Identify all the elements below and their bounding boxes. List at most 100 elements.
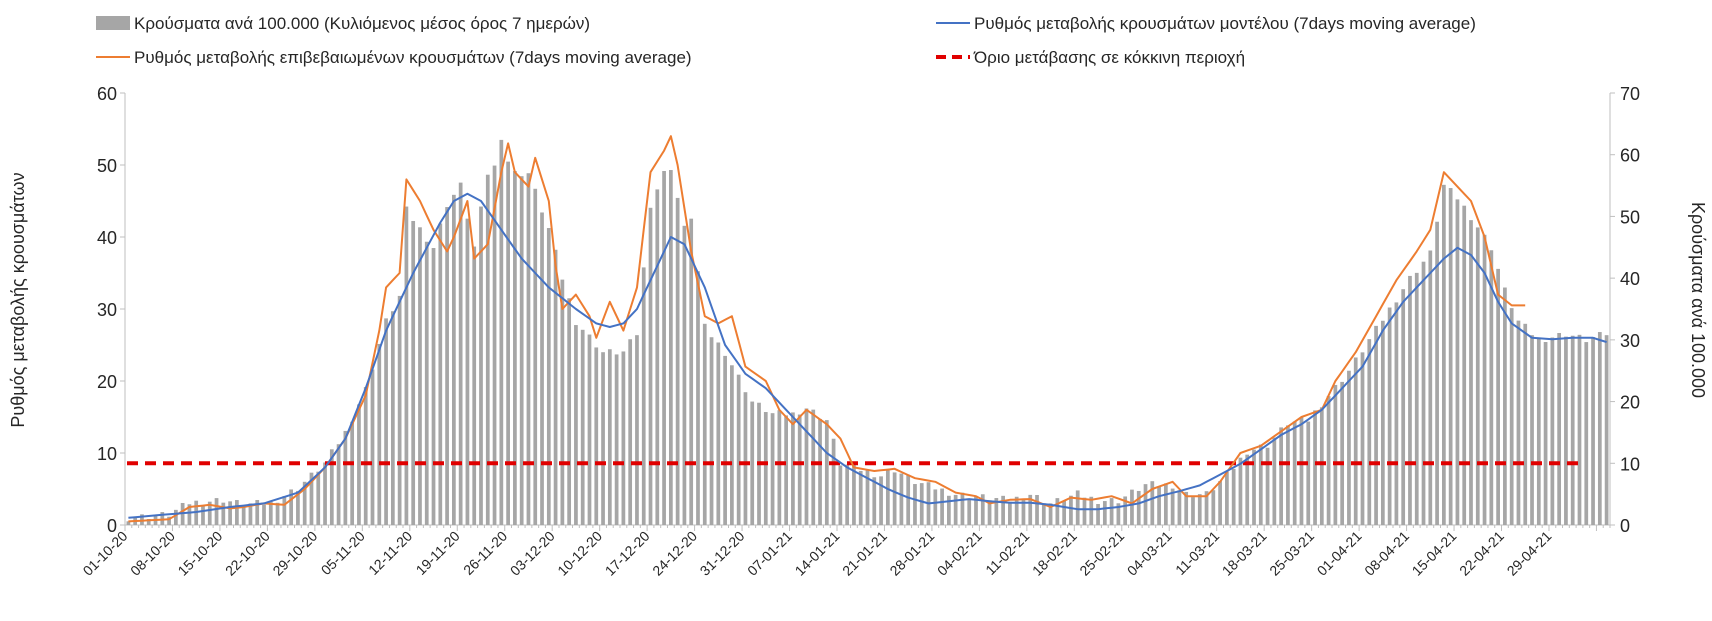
bar (994, 498, 999, 525)
confirmed-cases-line (128, 135, 1526, 523)
bar (397, 295, 402, 525)
bar (682, 225, 687, 525)
bar (1570, 335, 1575, 525)
line-series (128, 135, 1607, 523)
bar (750, 401, 755, 525)
bar (960, 492, 965, 525)
bar (553, 249, 558, 526)
bar (1503, 287, 1507, 525)
bar (309, 472, 314, 525)
bar (702, 323, 707, 525)
bar (662, 171, 666, 526)
bar (1184, 491, 1189, 525)
bar (479, 206, 483, 525)
bar (1258, 444, 1263, 525)
bar (852, 463, 856, 525)
legend-label-threshold: Όριο μετάβασης σε κόκκινη περιοχή (973, 48, 1245, 67)
bar (879, 476, 883, 525)
bar (696, 271, 700, 525)
bar (1116, 503, 1121, 525)
bar (506, 161, 510, 525)
bar (1218, 481, 1222, 525)
bar (824, 420, 829, 525)
legend: Κρούσματα ανά 100.000 (Κυλιόμενος μέσος … (96, 14, 1476, 67)
bar (513, 171, 517, 526)
bar (384, 318, 388, 525)
bar (1523, 323, 1528, 525)
bar (1557, 333, 1562, 525)
bar (1272, 437, 1277, 525)
bar (621, 351, 626, 525)
bar (730, 365, 734, 525)
bar (492, 165, 497, 526)
bar (1462, 205, 1467, 525)
y-right-tick-label: 0 (1620, 516, 1630, 536)
bar (967, 498, 972, 525)
bar (736, 374, 741, 525)
bar (1286, 425, 1290, 525)
bar (791, 412, 795, 525)
bar (628, 339, 633, 525)
bar (1319, 407, 1324, 525)
bar (1564, 336, 1568, 525)
bar (404, 206, 409, 525)
bar (282, 496, 287, 525)
y-right-tick-label: 30 (1620, 331, 1640, 351)
bar (933, 489, 938, 525)
bar (160, 512, 165, 525)
bar (655, 189, 660, 526)
bar (363, 387, 368, 525)
bar (763, 412, 768, 525)
bar (1306, 421, 1311, 525)
bar (953, 494, 958, 525)
bar (255, 500, 260, 525)
bar (472, 246, 477, 525)
bar (357, 404, 361, 525)
bar (1204, 491, 1209, 525)
bar (485, 174, 490, 525)
legend-label-model: Ρυθμός μεταβολής κρουσμάτων μοντέλου (7d… (974, 14, 1476, 33)
bar (1408, 275, 1412, 525)
bar (865, 470, 870, 525)
bar (248, 503, 253, 525)
bar (1442, 184, 1446, 525)
bar (343, 430, 348, 525)
y-right-tick-label: 50 (1620, 207, 1640, 227)
bar (574, 325, 578, 525)
bar (235, 500, 239, 525)
bar (1001, 495, 1005, 525)
bar (526, 173, 531, 525)
bar (1394, 302, 1399, 525)
bar (1292, 421, 1297, 525)
bar (1048, 503, 1053, 525)
bar (974, 496, 978, 525)
bar (1577, 334, 1582, 525)
bar (1584, 342, 1589, 525)
bar (1028, 494, 1033, 525)
y-right-tick-label: 10 (1620, 454, 1640, 474)
bar (818, 418, 822, 525)
bar (1102, 501, 1107, 525)
bar (350, 421, 355, 525)
bar (1326, 396, 1331, 525)
bar (262, 504, 266, 525)
bar (302, 481, 307, 525)
bar (519, 176, 524, 525)
bar (289, 489, 293, 525)
bar (1550, 337, 1555, 525)
bar (1509, 308, 1514, 525)
bar (1591, 337, 1595, 525)
bar (1435, 221, 1439, 525)
bar (1448, 188, 1453, 526)
bar (214, 498, 219, 525)
bar (1055, 498, 1060, 525)
bar (1245, 454, 1250, 525)
bar (811, 409, 816, 525)
bar (614, 354, 619, 525)
bar (1252, 449, 1256, 525)
bar (1157, 486, 1161, 525)
bar (1313, 410, 1317, 525)
bar (268, 501, 273, 525)
bar (167, 516, 171, 525)
